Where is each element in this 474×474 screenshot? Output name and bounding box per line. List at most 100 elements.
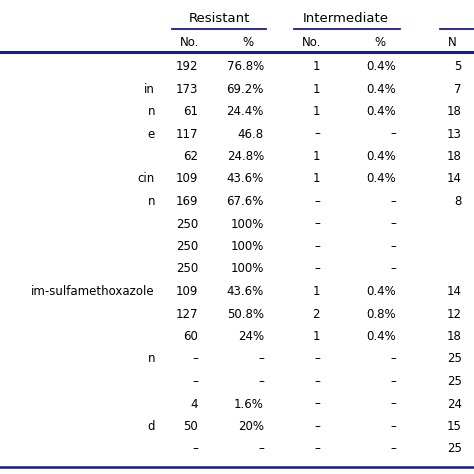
Text: 0.4%: 0.4% bbox=[366, 285, 396, 298]
Text: No.: No. bbox=[302, 36, 322, 49]
Text: 0.4%: 0.4% bbox=[366, 82, 396, 95]
Text: –: – bbox=[314, 128, 320, 140]
Text: d: d bbox=[147, 420, 155, 433]
Text: 1: 1 bbox=[312, 60, 320, 73]
Text: 43.6%: 43.6% bbox=[227, 285, 264, 298]
Text: –: – bbox=[390, 420, 396, 433]
Text: –: – bbox=[390, 128, 396, 140]
Text: –: – bbox=[192, 443, 198, 456]
Text: –: – bbox=[314, 375, 320, 388]
Text: 127: 127 bbox=[175, 308, 198, 320]
Text: n: n bbox=[147, 353, 155, 365]
Text: 67.6%: 67.6% bbox=[227, 195, 264, 208]
Text: 0.4%: 0.4% bbox=[366, 105, 396, 118]
Text: 7: 7 bbox=[455, 82, 462, 95]
Text: 25: 25 bbox=[447, 375, 462, 388]
Text: 60: 60 bbox=[183, 330, 198, 343]
Text: –: – bbox=[314, 263, 320, 275]
Text: 173: 173 bbox=[176, 82, 198, 95]
Text: 76.8%: 76.8% bbox=[227, 60, 264, 73]
Text: 18: 18 bbox=[447, 150, 462, 163]
Text: n: n bbox=[147, 195, 155, 208]
Text: –: – bbox=[390, 353, 396, 365]
Text: 0.4%: 0.4% bbox=[366, 60, 396, 73]
Text: 24: 24 bbox=[447, 398, 462, 410]
Text: 0.4%: 0.4% bbox=[366, 150, 396, 163]
Text: –: – bbox=[192, 353, 198, 365]
Text: 14: 14 bbox=[447, 285, 462, 298]
Text: –: – bbox=[314, 195, 320, 208]
Text: 20%: 20% bbox=[238, 420, 264, 433]
Text: n: n bbox=[147, 105, 155, 118]
Text: 1: 1 bbox=[312, 330, 320, 343]
Text: Intermediate: Intermediate bbox=[303, 12, 389, 25]
Text: –: – bbox=[314, 240, 320, 253]
Text: 250: 250 bbox=[176, 218, 198, 230]
Text: 25: 25 bbox=[447, 443, 462, 456]
Text: 1: 1 bbox=[312, 82, 320, 95]
Text: 62: 62 bbox=[183, 150, 198, 163]
Text: –: – bbox=[258, 443, 264, 456]
Text: 117: 117 bbox=[175, 128, 198, 140]
Text: 24.8%: 24.8% bbox=[227, 150, 264, 163]
Text: –: – bbox=[192, 375, 198, 388]
Text: 61: 61 bbox=[183, 105, 198, 118]
Text: Resistant: Resistant bbox=[188, 12, 250, 25]
Text: 24%: 24% bbox=[238, 330, 264, 343]
Text: –: – bbox=[390, 398, 396, 410]
Text: 69.2%: 69.2% bbox=[227, 82, 264, 95]
Text: 18: 18 bbox=[447, 330, 462, 343]
Text: 12: 12 bbox=[447, 308, 462, 320]
Text: 1: 1 bbox=[312, 105, 320, 118]
Text: in: in bbox=[144, 82, 155, 95]
Text: 169: 169 bbox=[175, 195, 198, 208]
Text: 2: 2 bbox=[312, 308, 320, 320]
Text: 100%: 100% bbox=[231, 218, 264, 230]
Text: 1: 1 bbox=[312, 173, 320, 185]
Text: 13: 13 bbox=[447, 128, 462, 140]
Text: –: – bbox=[258, 353, 264, 365]
Text: 15: 15 bbox=[447, 420, 462, 433]
Text: 0.8%: 0.8% bbox=[366, 308, 396, 320]
Text: 46.8: 46.8 bbox=[238, 128, 264, 140]
Text: –: – bbox=[390, 240, 396, 253]
Text: %: % bbox=[374, 36, 385, 49]
Text: –: – bbox=[314, 420, 320, 433]
Text: %: % bbox=[242, 36, 254, 49]
Text: –: – bbox=[258, 375, 264, 388]
Text: –: – bbox=[314, 443, 320, 456]
Text: –: – bbox=[314, 353, 320, 365]
Text: 0.4%: 0.4% bbox=[366, 330, 396, 343]
Text: 50: 50 bbox=[183, 420, 198, 433]
Text: 1: 1 bbox=[312, 285, 320, 298]
Text: 100%: 100% bbox=[231, 240, 264, 253]
Text: 5: 5 bbox=[455, 60, 462, 73]
Text: –: – bbox=[314, 218, 320, 230]
Text: 4: 4 bbox=[191, 398, 198, 410]
Text: No.: No. bbox=[180, 36, 200, 49]
Text: –: – bbox=[390, 375, 396, 388]
Text: 0.4%: 0.4% bbox=[366, 173, 396, 185]
Text: 8: 8 bbox=[455, 195, 462, 208]
Text: 18: 18 bbox=[447, 105, 462, 118]
Text: e: e bbox=[148, 128, 155, 140]
Text: 109: 109 bbox=[176, 173, 198, 185]
Text: 50.8%: 50.8% bbox=[227, 308, 264, 320]
Text: –: – bbox=[390, 218, 396, 230]
Text: cin: cin bbox=[138, 173, 155, 185]
Text: N: N bbox=[447, 36, 456, 49]
Text: 43.6%: 43.6% bbox=[227, 173, 264, 185]
Text: 25: 25 bbox=[447, 353, 462, 365]
Text: 192: 192 bbox=[175, 60, 198, 73]
Text: 24.4%: 24.4% bbox=[227, 105, 264, 118]
Text: 250: 250 bbox=[176, 263, 198, 275]
Text: 14: 14 bbox=[447, 173, 462, 185]
Text: 100%: 100% bbox=[231, 263, 264, 275]
Text: –: – bbox=[390, 263, 396, 275]
Text: 1: 1 bbox=[312, 150, 320, 163]
Text: –: – bbox=[390, 195, 396, 208]
Text: 109: 109 bbox=[176, 285, 198, 298]
Text: im-sulfamethoxazole: im-sulfamethoxazole bbox=[31, 285, 155, 298]
Text: –: – bbox=[390, 443, 396, 456]
Text: –: – bbox=[314, 398, 320, 410]
